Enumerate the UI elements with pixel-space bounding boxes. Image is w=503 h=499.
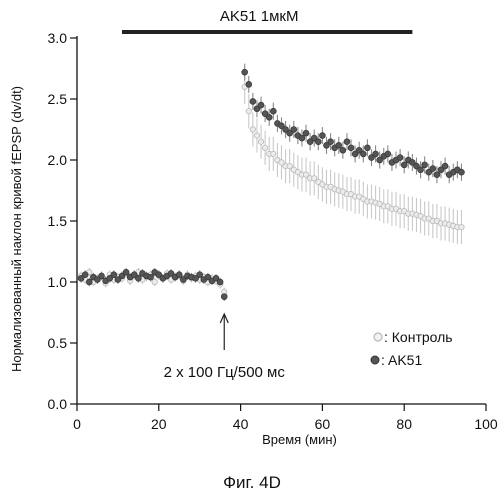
x-tick-label: 20: [151, 416, 167, 432]
ak51-point: [86, 279, 92, 285]
stimulus-label: 2 x 100 Гц/500 мс: [164, 364, 286, 381]
ak51-point: [266, 114, 272, 120]
ak51-point: [148, 274, 154, 280]
x-tick-label: 100: [474, 416, 498, 432]
ak51-point: [328, 139, 334, 145]
y-tick-label: 2.5: [48, 91, 68, 107]
ak51-point: [303, 130, 309, 136]
ak51-point: [258, 102, 264, 108]
ak51-point: [364, 145, 370, 151]
y-tick-label: 0.5: [48, 335, 68, 351]
ak51-point: [291, 127, 297, 133]
control-point: [246, 109, 251, 114]
figure-caption: Фиг. 4D: [223, 473, 281, 492]
control-point: [254, 133, 259, 138]
data-points: [78, 69, 464, 299]
y-tick-label: 3.0: [48, 30, 68, 46]
control-point: [271, 151, 276, 156]
y-tick-label: 0.0: [48, 396, 68, 412]
legend: : Контроль : AK51: [371, 329, 453, 368]
control-point: [258, 139, 263, 144]
ak51-point: [242, 69, 248, 75]
ak51-point: [315, 139, 321, 145]
control-point: [250, 127, 255, 132]
ak51-point: [221, 294, 227, 300]
ak51-point: [135, 275, 141, 281]
control-point: [152, 279, 157, 284]
ak51-point: [246, 81, 252, 87]
ak51-point: [99, 273, 105, 279]
ak51-point: [459, 169, 465, 175]
ak51-point: [270, 108, 276, 114]
ak51-point: [344, 139, 350, 145]
ak51-point: [299, 135, 305, 141]
control-point: [459, 224, 464, 229]
control-point: [262, 145, 267, 150]
x-tick-label: 80: [396, 416, 412, 432]
ak51-point: [385, 151, 391, 157]
x-tick-label: 40: [233, 416, 249, 432]
x-tick-label: 60: [315, 416, 331, 432]
ak51-point: [434, 172, 440, 178]
y-tick-label: 2.0: [48, 152, 68, 168]
ak51-point: [111, 272, 117, 278]
ak51-point: [217, 279, 223, 285]
ak51-point: [320, 133, 326, 139]
drug-application: AK51 1мкМ: [122, 8, 412, 32]
ak51-point: [340, 147, 346, 153]
ak51-point: [360, 151, 366, 157]
y-tick-label: 1.5: [48, 213, 68, 229]
ak51-point: [373, 151, 379, 157]
y-axis-label: Нормализованный наклон кривой fEPSP (dv/…: [9, 86, 24, 372]
x-tick-label: 0: [73, 416, 81, 432]
drug-label: AK51 1мкМ: [220, 8, 299, 25]
stimulus-annotation: 2 x 100 Гц/500 мс: [164, 314, 286, 381]
ak51-point: [250, 99, 256, 105]
ak51-point: [397, 155, 403, 161]
legend-marker-control: [374, 333, 382, 341]
legend-label-control: : Контроль: [384, 329, 453, 345]
ak51-point: [401, 162, 407, 168]
ak51-point: [418, 167, 424, 173]
legend-label-ak51: : AK51: [381, 352, 422, 368]
ak51-point: [348, 145, 354, 151]
ak51-point: [422, 162, 428, 168]
ak51-point: [82, 272, 88, 278]
x-axis-label: Время (мин): [262, 432, 337, 447]
ak51-point: [197, 272, 203, 278]
ak51-point: [430, 166, 436, 172]
y-tick-label: 1.0: [48, 274, 68, 290]
ak51-point: [442, 163, 448, 169]
ak51-point: [336, 142, 342, 148]
legend-marker-ak51: [371, 356, 379, 364]
ak51-point: [176, 272, 182, 278]
error-bars: [81, 64, 461, 301]
ak51-point: [123, 269, 129, 275]
